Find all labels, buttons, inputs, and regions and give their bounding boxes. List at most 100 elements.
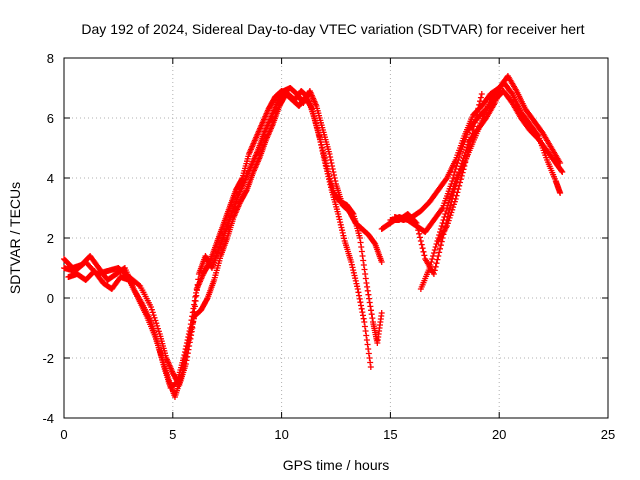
data-point bbox=[320, 154, 327, 160]
data-point bbox=[415, 227, 422, 234]
data-point bbox=[469, 130, 476, 137]
data-point bbox=[186, 339, 193, 346]
data-point bbox=[418, 241, 425, 248]
data-point bbox=[476, 101, 483, 108]
data-point bbox=[470, 127, 477, 133]
data-point bbox=[450, 183, 457, 190]
data-point bbox=[335, 213, 342, 220]
data-point bbox=[463, 152, 470, 159]
data-point bbox=[354, 283, 361, 290]
y-tick-label: 8 bbox=[47, 51, 54, 66]
data-point bbox=[451, 180, 458, 187]
data-point bbox=[317, 139, 324, 145]
data-point bbox=[357, 299, 364, 306]
data-point bbox=[358, 305, 365, 312]
data-point bbox=[350, 267, 357, 274]
data-point bbox=[357, 239, 364, 246]
data-point bbox=[366, 295, 373, 302]
data-point bbox=[432, 244, 439, 250]
data-point bbox=[412, 219, 419, 226]
data-point bbox=[444, 202, 451, 209]
data-point bbox=[154, 322, 161, 329]
data-point bbox=[437, 245, 444, 252]
data-point bbox=[322, 162, 329, 169]
data-point bbox=[318, 142, 325, 148]
data-point bbox=[534, 131, 541, 138]
data-point bbox=[478, 91, 485, 97]
data-point bbox=[442, 211, 449, 217]
data-point bbox=[427, 262, 434, 268]
data-point bbox=[331, 175, 338, 181]
data-point bbox=[348, 261, 355, 268]
data-point bbox=[353, 280, 360, 287]
data-point bbox=[364, 283, 371, 290]
data-point bbox=[328, 160, 335, 166]
data-point bbox=[339, 229, 346, 236]
data-point bbox=[327, 184, 334, 191]
data-point bbox=[187, 335, 194, 342]
data-point bbox=[468, 134, 475, 141]
data-point bbox=[437, 242, 444, 249]
data-point bbox=[439, 220, 446, 226]
data-point bbox=[413, 220, 420, 226]
series-track-h bbox=[435, 91, 485, 244]
data-point bbox=[350, 269, 357, 276]
data-point bbox=[368, 307, 375, 314]
data-point bbox=[190, 314, 197, 321]
data-point bbox=[190, 319, 197, 326]
data-point bbox=[455, 186, 462, 193]
data-point bbox=[188, 332, 195, 339]
data-point bbox=[361, 266, 368, 273]
data-point bbox=[337, 219, 344, 226]
data-point bbox=[474, 109, 481, 115]
data-point bbox=[466, 141, 473, 148]
data-point bbox=[430, 250, 437, 256]
data-point bbox=[184, 350, 191, 357]
data-point bbox=[378, 310, 385, 316]
data-point bbox=[446, 196, 453, 203]
data-point bbox=[445, 199, 452, 206]
data-point bbox=[450, 204, 457, 211]
x-tick-label: 25 bbox=[601, 427, 615, 442]
data-point bbox=[365, 350, 372, 357]
data-point bbox=[364, 287, 371, 294]
data-point bbox=[355, 289, 362, 296]
data-point bbox=[446, 214, 453, 221]
data-point bbox=[414, 223, 421, 230]
data-point bbox=[436, 249, 443, 256]
data-point bbox=[465, 145, 472, 151]
data-point bbox=[341, 235, 348, 242]
data-point bbox=[308, 104, 315, 111]
data-point bbox=[360, 315, 367, 322]
data-point bbox=[323, 165, 330, 172]
data-point bbox=[431, 247, 438, 253]
data-point bbox=[360, 262, 367, 268]
x-tick-label: 5 bbox=[169, 427, 176, 442]
data-point bbox=[316, 136, 323, 142]
data-point bbox=[352, 275, 359, 282]
data-point bbox=[151, 314, 158, 321]
data-point bbox=[558, 168, 565, 175]
data-point bbox=[356, 235, 363, 241]
data-point bbox=[364, 341, 371, 348]
data-point bbox=[316, 133, 323, 139]
data-point bbox=[363, 332, 370, 339]
data-point bbox=[453, 192, 460, 199]
data-point bbox=[431, 267, 438, 274]
data-point bbox=[475, 105, 482, 112]
y-tick-label: 2 bbox=[47, 231, 54, 246]
data-point bbox=[428, 259, 435, 265]
data-point bbox=[467, 137, 474, 144]
data-point bbox=[327, 181, 334, 188]
data-point bbox=[359, 309, 366, 316]
data-point bbox=[477, 94, 484, 101]
data-point bbox=[321, 157, 328, 163]
data-point bbox=[326, 178, 333, 185]
data-point bbox=[359, 312, 366, 319]
data-point bbox=[149, 309, 156, 316]
data-point bbox=[449, 188, 456, 195]
data-point bbox=[348, 259, 355, 265]
y-tick-label: 4 bbox=[47, 171, 54, 186]
series-track-f bbox=[391, 73, 564, 223]
